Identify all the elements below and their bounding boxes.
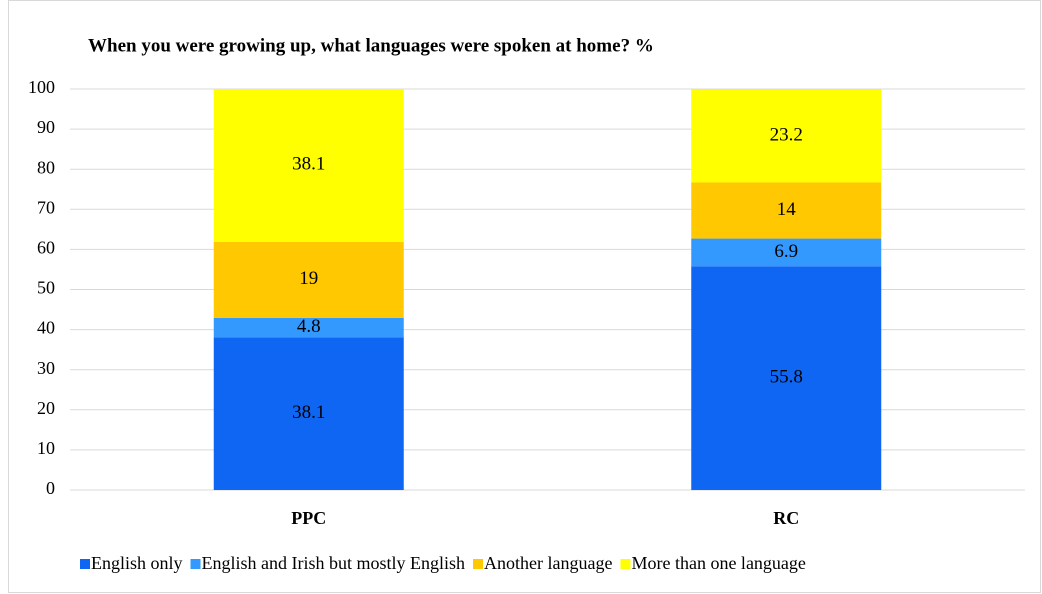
y-tick-label: 80: [37, 157, 55, 177]
legend-swatch: [620, 559, 631, 569]
bar-segment: [691, 89, 882, 183]
bar-segment: [691, 238, 882, 267]
chart-title: When you were growing up, what languages…: [88, 35, 654, 56]
legend-label: More than one language: [631, 553, 805, 573]
bar-segment: [213, 317, 404, 338]
legend-swatch: [473, 559, 484, 569]
data-label: 38.1: [292, 402, 325, 423]
bar-segment: [213, 337, 404, 490]
legend-swatch: [190, 559, 201, 569]
data-label: 6.9: [774, 241, 798, 262]
y-tick-label: 100: [28, 77, 55, 97]
legend-label: English and Irish but mostly English: [202, 553, 466, 573]
y-tick-label: 20: [37, 398, 55, 418]
bar-segment: [213, 89, 404, 242]
data-label: 19: [299, 268, 318, 289]
data-label: 23.2: [770, 124, 803, 145]
y-tick-label: 0: [46, 478, 55, 498]
data-label: 38.1: [292, 154, 325, 175]
y-tick-label: 10: [37, 438, 55, 458]
data-label: 4.8: [297, 316, 321, 337]
legend-label: English only: [91, 553, 183, 573]
data-label: 14: [777, 199, 797, 220]
y-tick-label: 30: [37, 358, 55, 378]
x-tick-label: PPC: [291, 508, 326, 528]
bar-segment: [691, 266, 882, 490]
y-tick-label: 70: [37, 197, 55, 217]
legend-swatch: [80, 559, 90, 569]
y-tick-label: 40: [37, 318, 55, 338]
y-tick-label: 50: [37, 278, 55, 298]
data-label: 55.8: [770, 366, 803, 387]
legend-label: Another language: [484, 553, 612, 573]
bar-segment: [691, 182, 882, 239]
y-tick-label: 90: [37, 117, 55, 137]
bar-segment: [213, 241, 404, 318]
x-tick-label: RC: [773, 508, 799, 528]
y-tick-label: 60: [37, 238, 55, 258]
